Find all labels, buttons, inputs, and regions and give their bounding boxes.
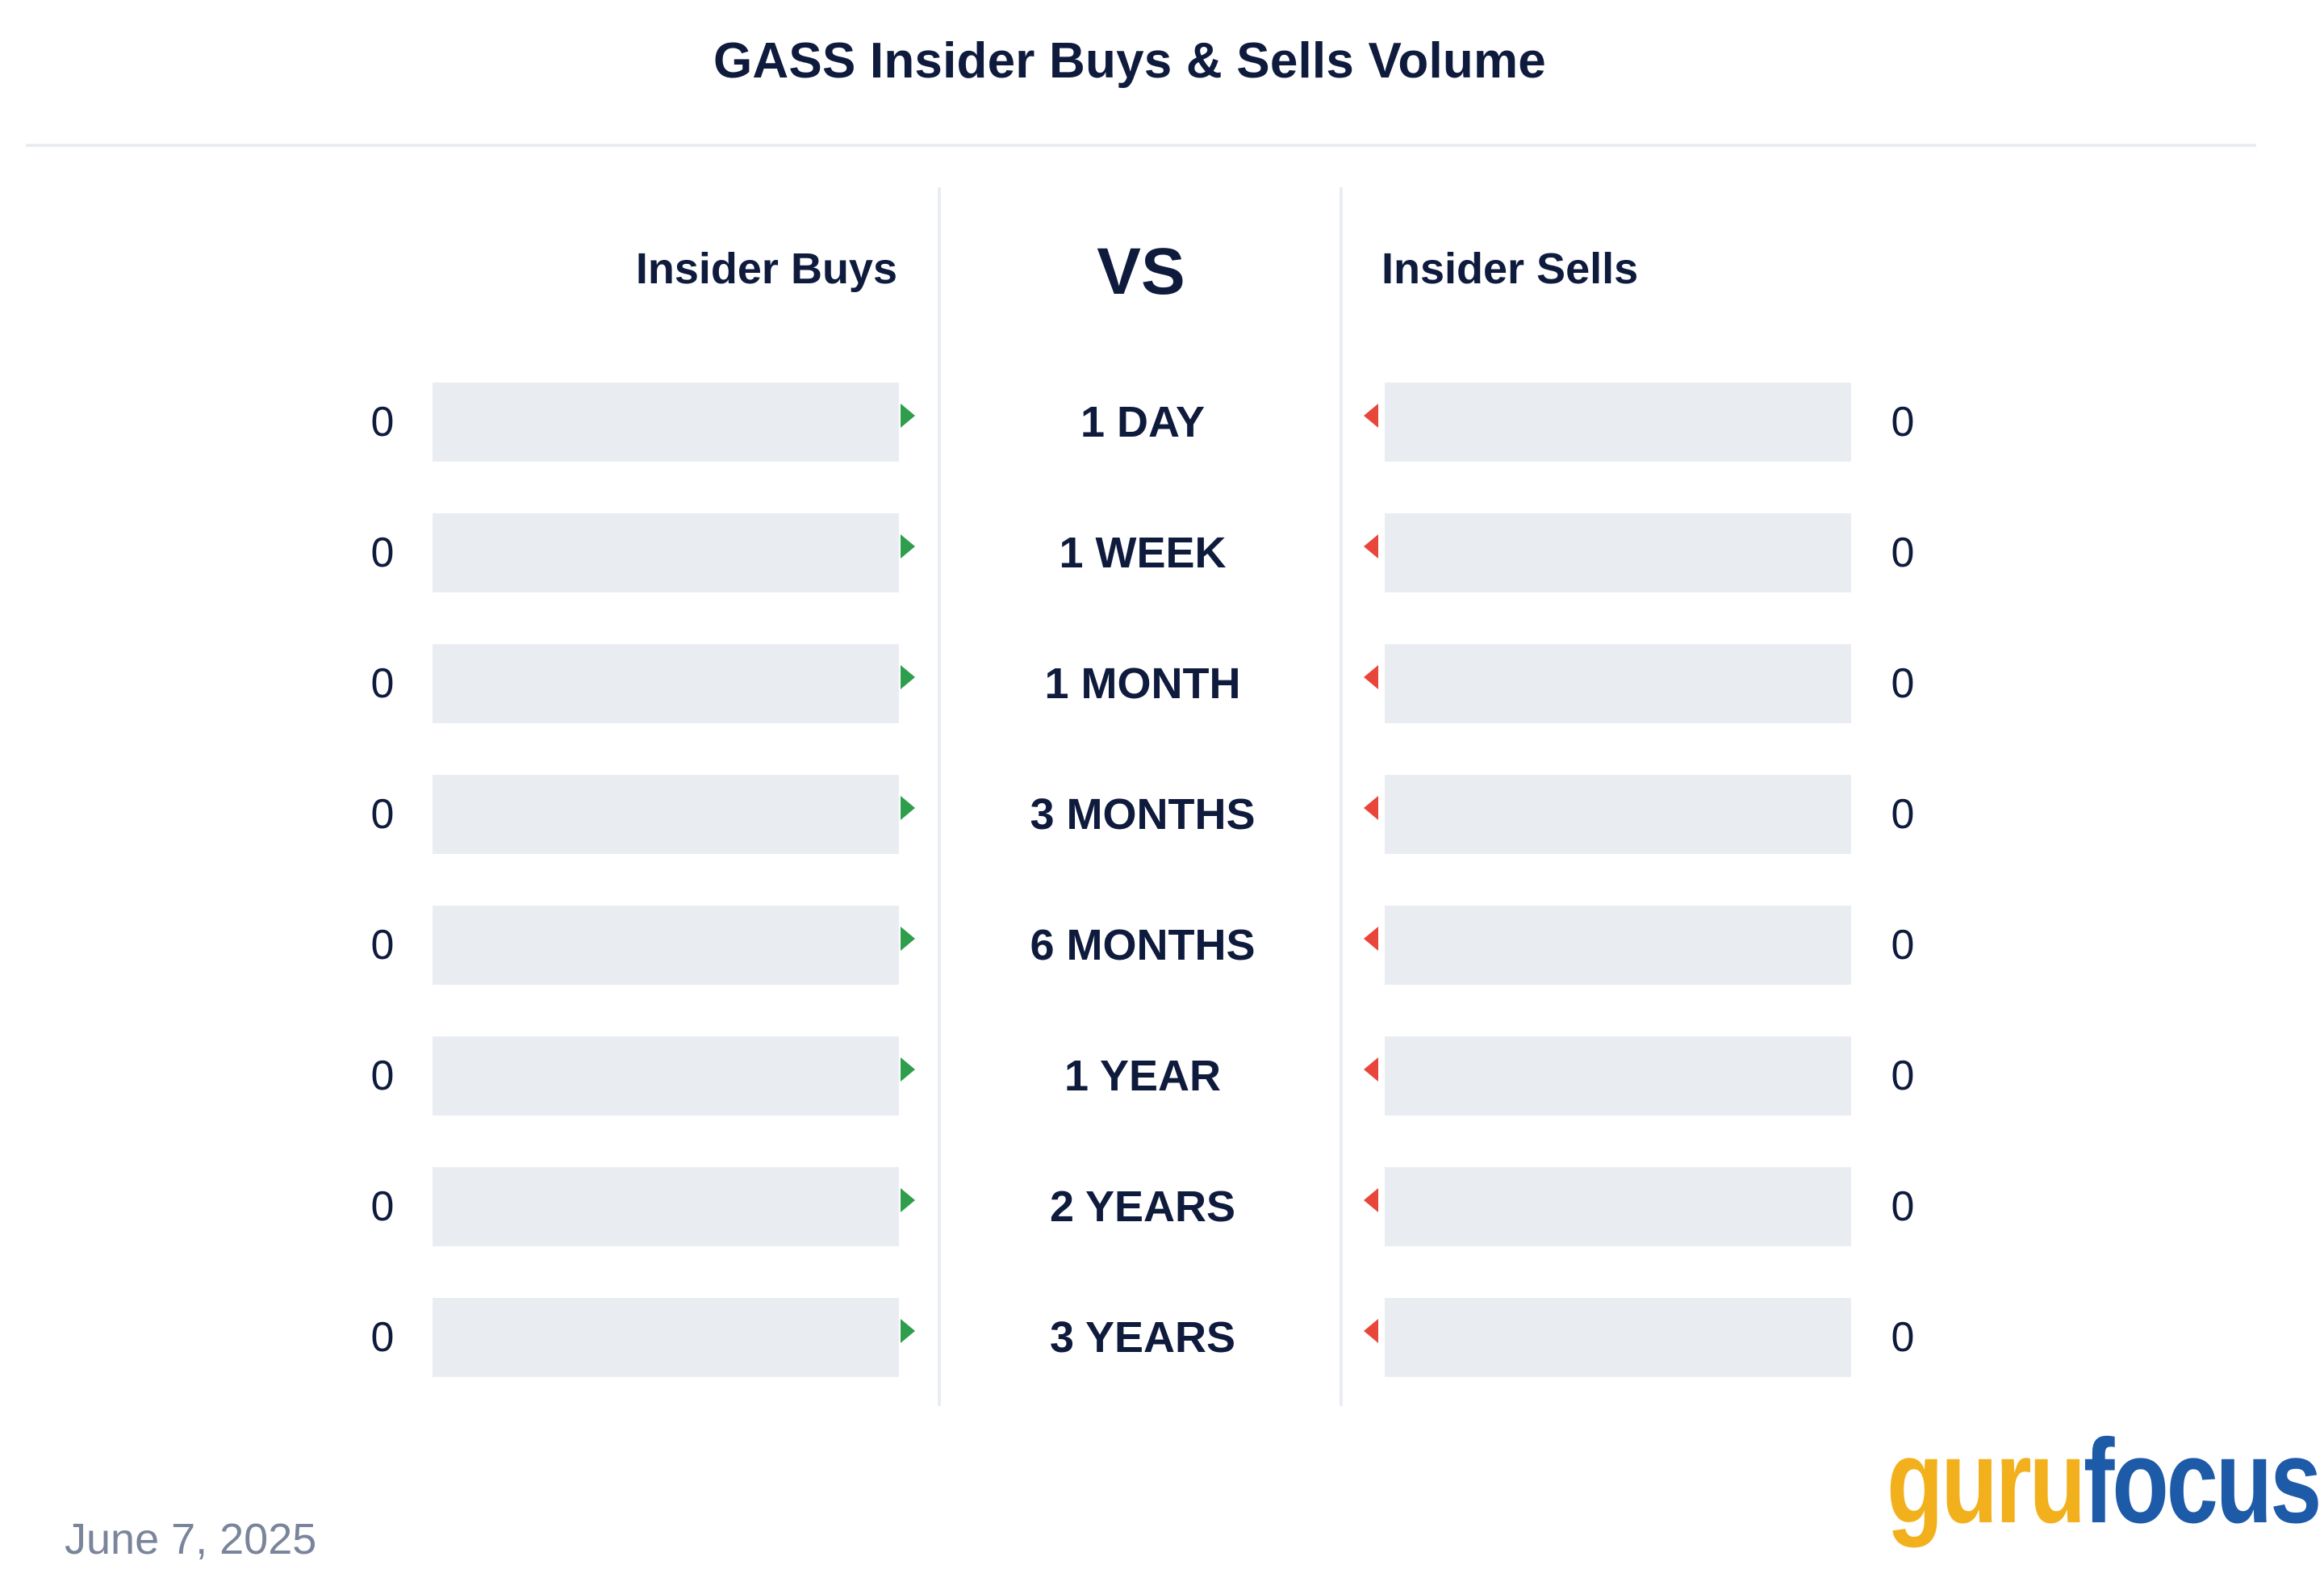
buy-value-label: 0 (370, 791, 395, 838)
period-label: 2 YEARS (1049, 1182, 1236, 1231)
sell-value-label: 0 (1891, 660, 1915, 707)
buy-value-label: 0 (370, 1183, 395, 1230)
chart-row: 0 3 YEARS 0 (0, 1298, 2324, 1377)
sell-value-label: 0 (1891, 1183, 1915, 1230)
period-label: 1 WEEK (1059, 529, 1227, 577)
buy-arrow-icon (901, 665, 915, 689)
divider-right (1340, 187, 1343, 1406)
sell-arrow-icon (1364, 1319, 1378, 1343)
buy-arrow-icon (901, 1188, 915, 1212)
logo-guru-text: guru (1887, 1415, 2086, 1548)
sell-arrow-icon (1364, 404, 1378, 428)
title-divider (26, 144, 2256, 147)
buy-value-label: 0 (370, 660, 395, 707)
sell-arrow-icon (1364, 1188, 1378, 1212)
insider-buys-header: Insider Buys (635, 245, 897, 293)
sell-bar-track (1385, 644, 1851, 723)
chart-row: 0 6 MONTHS 0 (0, 906, 2324, 985)
buy-arrow-icon (901, 1057, 915, 1082)
chart-date: June 7, 2025 (65, 1515, 317, 1563)
chart-title: GASS Insider Buys & Sells Volume (713, 33, 1546, 89)
buy-bar-track (433, 1036, 899, 1115)
sell-value-label: 0 (1891, 1053, 1915, 1099)
period-label: 3 YEARS (1049, 1313, 1236, 1362)
sell-bar-track (1385, 775, 1851, 854)
sell-value-label: 0 (1891, 922, 1915, 969)
sell-arrow-icon (1364, 1057, 1378, 1082)
sell-arrow-icon (1364, 796, 1378, 820)
sell-bar-track (1385, 906, 1851, 985)
divider-left (938, 187, 941, 1406)
chart-row: 0 1 DAY 0 (0, 383, 2324, 462)
sell-bar-track (1385, 513, 1851, 592)
chart-row: 0 1 WEEK 0 (0, 513, 2324, 592)
sell-arrow-icon (1364, 534, 1378, 559)
sell-bar-track (1385, 383, 1851, 462)
buy-value-label: 0 (370, 1053, 395, 1099)
chart-row: 0 3 MONTHS 0 (0, 775, 2324, 854)
period-label: 1 DAY (1080, 398, 1206, 446)
period-label: 3 MONTHS (1030, 790, 1256, 839)
insider-sells-header: Insider Sells (1381, 245, 1639, 293)
gurufocus-logo: gurufocus (1887, 1422, 2322, 1542)
sell-value-label: 0 (1891, 399, 1915, 446)
sell-value-label: 0 (1891, 1314, 1915, 1361)
buy-arrow-icon (901, 796, 915, 820)
logo-focus-text: focus (2083, 1415, 2322, 1548)
period-label: 6 MONTHS (1030, 921, 1256, 969)
buy-bar-track (433, 383, 899, 462)
vs-label: VS (1097, 235, 1185, 308)
buy-bar-track (433, 1167, 899, 1246)
chart-row: 0 2 YEARS 0 (0, 1167, 2324, 1246)
buy-value-label: 0 (370, 1314, 395, 1361)
buy-arrow-icon (901, 404, 915, 428)
buy-bar-track (433, 906, 899, 985)
sell-bar-track (1385, 1036, 1851, 1115)
period-label: 1 YEAR (1064, 1052, 1222, 1100)
chart-row: 0 1 MONTH 0 (0, 644, 2324, 723)
sell-arrow-icon (1364, 927, 1378, 951)
sell-arrow-icon (1364, 665, 1378, 689)
buy-bar-track (433, 644, 899, 723)
buy-arrow-icon (901, 927, 915, 951)
buy-value-label: 0 (370, 399, 395, 446)
sell-value-label: 0 (1891, 529, 1915, 576)
buy-value-label: 0 (370, 922, 395, 969)
sell-value-label: 0 (1891, 791, 1915, 838)
period-label: 1 MONTH (1044, 659, 1241, 708)
sell-bar-track (1385, 1298, 1851, 1377)
buy-bar-track (433, 513, 899, 592)
buy-value-label: 0 (370, 529, 395, 576)
buy-bar-track (433, 775, 899, 854)
buy-arrow-icon (901, 534, 915, 559)
buy-bar-track (433, 1298, 899, 1377)
sell-bar-track (1385, 1167, 1851, 1246)
buy-arrow-icon (901, 1319, 915, 1343)
chart-row: 0 1 YEAR 0 (0, 1036, 2324, 1115)
